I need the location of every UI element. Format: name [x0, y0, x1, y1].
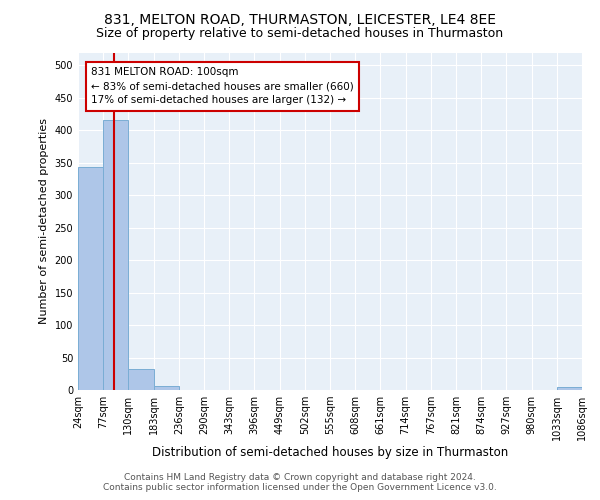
Text: Size of property relative to semi-detached houses in Thurmaston: Size of property relative to semi-detach…	[97, 28, 503, 40]
Bar	[103, 120, 128, 390]
Bar	[154, 386, 179, 390]
Y-axis label: Number of semi-detached properties: Number of semi-detached properties	[39, 118, 49, 324]
X-axis label: Distribution of semi-detached houses by size in Thurmaston: Distribution of semi-detached houses by …	[152, 446, 508, 458]
Bar	[128, 368, 154, 390]
Bar	[78, 168, 103, 390]
Text: Contains HM Land Registry data © Crown copyright and database right 2024.
Contai: Contains HM Land Registry data © Crown c…	[103, 473, 497, 492]
Text: 831 MELTON ROAD: 100sqm
← 83% of semi-detached houses are smaller (660)
17% of s: 831 MELTON ROAD: 100sqm ← 83% of semi-de…	[91, 68, 354, 106]
Bar	[557, 387, 582, 390]
Text: 831, MELTON ROAD, THURMASTON, LEICESTER, LE4 8EE: 831, MELTON ROAD, THURMASTON, LEICESTER,…	[104, 12, 496, 26]
